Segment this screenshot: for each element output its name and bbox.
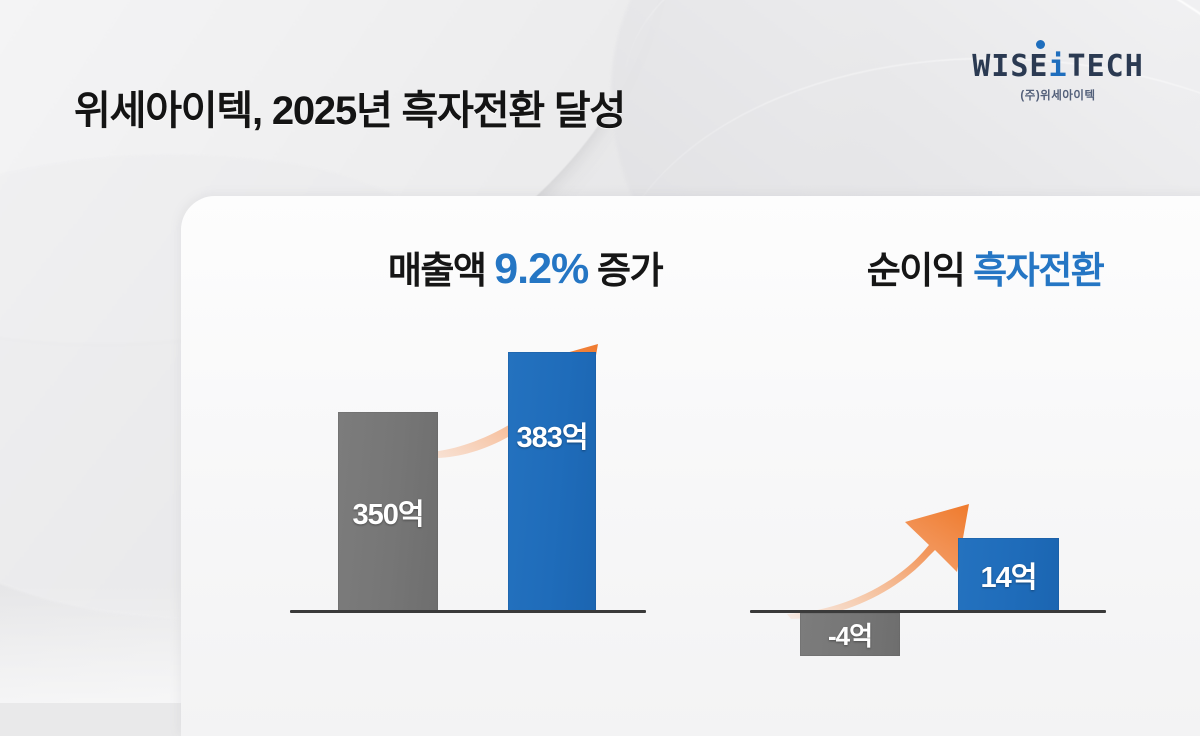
chart-title-netincome-label: 순이익 [866,250,966,291]
chart-panel-revenue: 매출액 9.2% 증가 350억 [290,196,760,736]
chart-panel-netincome: 순이익 흑자전환 14억 [750,196,1200,736]
bar-label-netincome-previous: -4억 [827,621,873,651]
chart-title-revenue-label: 매출액 [387,250,487,291]
logo-i-glyph: i [1048,49,1068,84]
bar-label-revenue-current: 383억 [516,422,588,454]
company-logo: WISE iTECH (주)위세아이텍 [958,40,1158,103]
bar-label-revenue-previous: 350억 [352,498,424,531]
logo-wordmark-wise: WISE [972,49,1049,84]
logo-subtitle: (주)위세아이텍 [1020,90,1096,102]
content-card: 매출액 9.2% 증가 350억 [181,196,1200,736]
bar-revenue-previous: 350억 [338,412,438,611]
page-title: 위세아이텍, 2025년 흑자전환 달성 [74,89,626,133]
bar-netincome-current: 14억 [958,538,1059,611]
chart-title-revenue-change: 9.2% [494,245,589,293]
bar-label-netincome-current: 14억 [980,561,1038,594]
chart-title-netincome: 순이익 흑자전환 [750,240,1200,294]
chart-axis-netincome [750,610,1106,613]
chart-title-netincome-change: 흑자전환 [973,250,1105,291]
chart-title-revenue-suffix: 증가 [597,250,664,291]
bar-revenue-current: 383억 [508,352,596,611]
logo-i-dot-icon [1036,40,1046,49]
logo-wordmark-i-letter: i [1036,40,1068,84]
logo-wordmark: WISE iTECH [958,40,1158,84]
bar-netincome-previous: -4억 [800,613,900,656]
logo-wordmark-tech: TECH [1067,49,1144,84]
chart-title-revenue: 매출액 9.2% 증가 [290,240,760,294]
chart-axis-revenue [290,610,646,613]
